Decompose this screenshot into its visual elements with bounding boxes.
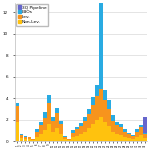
Bar — [27, 137, 31, 139]
Bar — [75, 127, 79, 129]
Bar — [103, 90, 107, 100]
Bar — [127, 133, 131, 134]
Bar — [39, 134, 43, 141]
Bar — [20, 135, 23, 138]
Bar — [24, 136, 27, 137]
Bar — [95, 120, 99, 141]
Bar — [63, 137, 67, 139]
Bar — [59, 121, 63, 124]
Bar — [67, 140, 71, 141]
Bar — [44, 118, 47, 130]
Bar — [36, 132, 39, 137]
Bar — [115, 134, 119, 141]
Bar — [139, 135, 142, 141]
Bar — [103, 100, 107, 122]
Bar — [111, 116, 115, 121]
Bar — [44, 112, 47, 118]
Bar — [55, 128, 59, 141]
Bar — [143, 133, 147, 134]
Bar — [67, 139, 71, 140]
Bar — [99, 89, 103, 117]
Bar — [131, 139, 135, 141]
Bar — [123, 132, 127, 137]
Bar — [139, 125, 142, 127]
Bar — [79, 123, 83, 126]
Bar — [16, 122, 19, 141]
Bar — [59, 134, 63, 141]
Bar — [135, 137, 139, 141]
Bar — [83, 132, 87, 141]
Bar — [119, 135, 123, 141]
Bar — [47, 103, 51, 124]
Bar — [55, 108, 59, 113]
Bar — [39, 122, 43, 125]
Bar — [91, 97, 95, 105]
Bar — [79, 134, 83, 141]
Bar — [143, 117, 147, 133]
Bar — [59, 124, 63, 134]
Bar — [95, 96, 99, 120]
Bar — [99, 3, 103, 89]
Bar — [107, 126, 111, 141]
Bar — [44, 130, 47, 141]
Bar — [24, 139, 27, 141]
Bar — [83, 117, 87, 121]
Bar — [135, 132, 139, 137]
Bar — [75, 136, 79, 141]
Legend: 3Q Pipeline, LBOs, Lev., Non-Lev.: 3Q Pipeline, LBOs, Lev., Non-Lev. — [16, 4, 48, 26]
Bar — [127, 134, 131, 138]
Bar — [95, 85, 99, 96]
Bar — [75, 129, 79, 136]
Bar — [71, 130, 75, 133]
Bar — [55, 113, 59, 128]
Bar — [47, 124, 51, 141]
Bar — [107, 109, 111, 126]
Bar — [79, 126, 83, 134]
Bar — [36, 129, 39, 132]
Bar — [123, 129, 127, 132]
Bar — [143, 138, 147, 141]
Bar — [115, 122, 119, 125]
Bar — [47, 95, 51, 103]
Bar — [135, 129, 139, 132]
Bar — [127, 138, 131, 141]
Bar — [139, 127, 142, 135]
Bar — [20, 138, 23, 141]
Bar — [71, 137, 75, 141]
Bar — [111, 132, 115, 141]
Bar — [51, 132, 55, 141]
Bar — [83, 121, 87, 132]
Bar — [91, 105, 95, 124]
Bar — [63, 136, 67, 137]
Bar — [119, 127, 123, 135]
Bar — [123, 137, 127, 141]
Bar — [32, 139, 35, 140]
Bar — [131, 135, 135, 136]
Bar — [131, 136, 135, 139]
Bar — [24, 137, 27, 139]
Bar — [20, 134, 23, 135]
Bar — [51, 117, 55, 121]
Bar — [107, 100, 111, 109]
Bar — [143, 134, 147, 138]
Bar — [16, 103, 19, 106]
Bar — [87, 109, 91, 114]
Bar — [51, 121, 55, 132]
Bar — [111, 121, 115, 132]
Bar — [119, 124, 123, 127]
Bar — [103, 122, 107, 141]
Bar — [16, 106, 19, 122]
Bar — [99, 117, 103, 141]
Bar — [27, 139, 31, 141]
Bar — [87, 128, 91, 141]
Bar — [39, 125, 43, 134]
Bar — [115, 125, 119, 134]
Bar — [36, 137, 39, 141]
Bar — [32, 140, 35, 141]
Bar — [71, 133, 75, 137]
Bar — [91, 124, 95, 141]
Bar — [87, 114, 91, 128]
Bar — [63, 139, 67, 141]
